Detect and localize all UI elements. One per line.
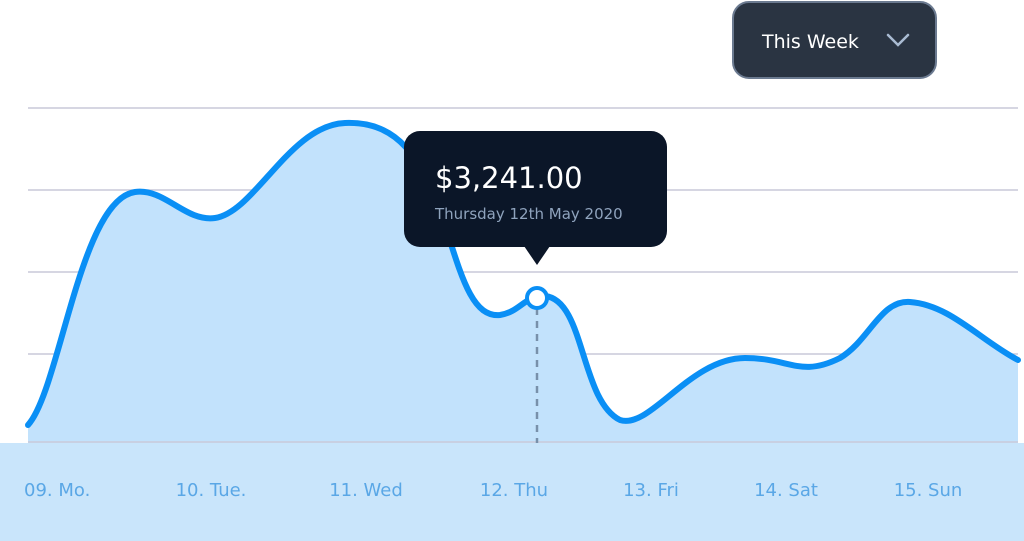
tooltip: $3,241.00 Thursday 12th May 2020 — [404, 131, 667, 265]
x-axis-labels: 09. Mo. 10. Tue. 11. Wed 12. Thu 13. Fri… — [24, 480, 962, 501]
dropdown-box[interactable] — [732, 1, 937, 79]
axis-band — [0, 443, 1024, 541]
tooltip-pointer — [524, 246, 550, 265]
x-label: 09. Mo. — [24, 480, 90, 501]
x-label: 13. Fri — [623, 480, 679, 501]
x-label: 10. Tue. — [176, 480, 247, 501]
hover-point — [525, 286, 549, 310]
dropdown-chevron[interactable] — [886, 33, 910, 47]
tooltip-box — [404, 131, 667, 247]
dropdown[interactable]: This Week — [732, 1, 937, 79]
dropdown-label[interactable]: This Week — [761, 31, 859, 53]
x-label: 12. Thu — [480, 480, 548, 501]
x-label: 11. Wed — [329, 480, 403, 501]
line — [25, 119, 1021, 428]
x-label: 15. Sun — [894, 480, 963, 501]
x-label: 14. Sat — [754, 480, 818, 501]
tooltip-date: Thursday 12th May 2020 — [434, 205, 623, 223]
tooltip-value: $3,241.00 — [435, 161, 583, 195]
